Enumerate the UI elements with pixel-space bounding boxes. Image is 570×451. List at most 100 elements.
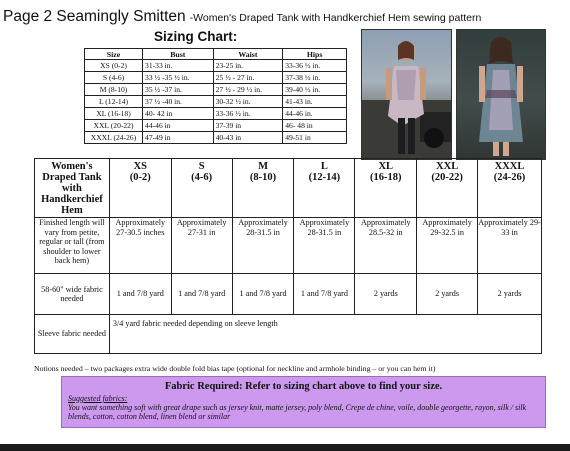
size-range: (4-6) [191, 172, 213, 183]
size-cell: XXXL (24-26) [83, 131, 144, 144]
size-range: (0-2) [129, 172, 151, 183]
size-cell: L (12-14) [83, 95, 144, 108]
sizing-header-size: Size [83, 48, 144, 60]
size-name: M [258, 161, 268, 172]
bottom-bar [0, 444, 570, 451]
size-column-header: XS (0-2) [108, 158, 172, 218]
size-column-header: S (4-6) [170, 158, 233, 218]
bust-cell: 44-46 in [142, 119, 214, 132]
length-cell: Approximately 28-31.5 in [231, 217, 295, 274]
waist-cell: 25 ½ - 27 in. [212, 71, 284, 84]
waist-cell: 30-32 ½ in. [212, 95, 284, 108]
size-name: XXXL [494, 161, 525, 172]
bust-cell: 35 ½ -37 in. [142, 83, 214, 96]
sleeve-row-label: Sleeve fabric needed [34, 314, 110, 354]
waist-cell: 27 ½ - 29 ½ in. [212, 83, 284, 96]
length-row-label: Finished length will vary from petite, r… [34, 217, 110, 274]
table-row: Sleeve fabric needed 3/4 yard fabric nee… [34, 314, 543, 354]
table-row: 58-60" wide fabric needed 1 and 7/8 yard… [34, 273, 542, 315]
hips-cell: 39-40 ½ in. [282, 83, 347, 96]
size-name: XL [378, 161, 394, 172]
table-row: XL (16-18) 40- 42 in 33-36 ½ in. 44-46 i… [83, 107, 347, 120]
suggested-fabrics-text: You want something soft with great drape… [68, 403, 527, 421]
model-photo-side [456, 29, 546, 160]
length-cell: Approximately 27-30.5 inches [108, 217, 172, 274]
size-column-header: L (12-14) [293, 158, 356, 218]
bust-cell: 47-49 in [142, 131, 214, 144]
sizing-chart-table: Size Bust Waist Hips XS (0-2) 31-33 in. … [83, 48, 347, 144]
size-range: (24-26) [493, 172, 526, 183]
size-name: S [198, 161, 205, 172]
table-row: S (4-6) 33 ½ -35 ½ in. 25 ½ - 27 in. 37-… [83, 71, 347, 84]
size-name: XS [133, 161, 147, 172]
waist-cell: 33-36 ½ in. [212, 107, 284, 120]
size-cell: XL (16-18) [83, 107, 144, 120]
size-column-header: XXL (20-22) [416, 158, 479, 218]
table-row: Finished length will vary from petite, r… [34, 217, 542, 274]
size-range: (20-22) [431, 172, 463, 183]
fabric-cell: 2 yards [416, 273, 479, 315]
fabric-cell: 1 and 7/8 yard [231, 273, 295, 315]
hips-cell: 37-38 ½ in. [282, 71, 347, 84]
fabric-row-label: 58-60" wide fabric needed [34, 273, 110, 315]
length-cell: Approximately 29-32.5 in [416, 217, 479, 274]
length-cell: Approximately 29-33 in [477, 217, 542, 274]
fabric-required-box: Fabric Required: Refer to sizing chart a… [61, 376, 546, 428]
size-name: XXL [436, 161, 459, 172]
fabric-cell: 2 yards [477, 273, 542, 315]
table-row: XXXL (24-26) 47-49 in 40-43 in 49-51 in [83, 131, 347, 144]
sizing-chart-header-row: Size Bust Waist Hips [83, 48, 347, 60]
model-figure-side [457, 30, 545, 159]
page-title: Page 2 Seamingly Smitten [3, 8, 186, 25]
bust-cell: 37 ½ -40 in. [142, 95, 214, 108]
page-header: Page 2 Seamingly Smitten -Women's Draped … [3, 8, 481, 26]
size-cell: S (4-6) [83, 71, 144, 84]
model-photo-front [361, 29, 452, 160]
length-cell: Approximately 27-31 in [170, 217, 233, 274]
fabric-cell: 1 and 7/8 yard [170, 273, 233, 315]
bust-cell: 31-33 in. [142, 59, 214, 72]
bust-cell: 33 ½ -35 ½ in. [142, 71, 214, 84]
hips-cell: 33-36 ½ in. [282, 59, 347, 72]
size-column-header: XXXL (24-26) [477, 158, 542, 218]
hips-cell: 41-43 in. [282, 95, 347, 108]
fabric-cell: 1 and 7/8 yard [293, 273, 356, 315]
sleeve-cell: 3/4 yard fabric needed depending on slee… [108, 314, 543, 354]
table-row: XS (0-2) 31-33 in. 23-25 in. 33-36 ½ in. [83, 59, 347, 72]
fabric-required-title: Fabric Required: Refer to sizing chart a… [164, 381, 443, 392]
size-column-header: M (8-10) [231, 158, 295, 218]
sizing-chart-title: Sizing Chart: [154, 29, 238, 44]
length-cell: Approximately 28.5-32 in [354, 217, 418, 274]
sizing-header-waist: Waist [212, 48, 284, 60]
yardage-header-row: Women's Draped Tank with Handkerchief He… [34, 158, 542, 218]
model-figure-front [362, 41, 451, 159]
size-name: L [320, 161, 328, 172]
size-cell: M (8-10) [83, 83, 144, 96]
page-subtitle: -Women's Draped Tank with Handkerchief H… [189, 12, 482, 24]
fabric-cell: 2 yards [354, 273, 418, 315]
notions-text: Notions needed – two packages extra wide… [34, 364, 436, 373]
suggested-fabrics-label: Suggested fabrics: [68, 394, 128, 403]
table-row: L (12-14) 37 ½ -40 in. 30-32 ½ in. 41-43… [83, 95, 347, 108]
table-row: M (8-10) 35 ½ -37 in. 27 ½ - 29 ½ in. 39… [83, 83, 347, 96]
size-range: (12-14) [308, 172, 341, 183]
table-row: XXL (20-22) 44-46 in 37-39 in 46- 48 in [83, 119, 347, 132]
length-cell: Approximately 28-31.5 in [293, 217, 356, 274]
hips-cell: 46- 48 in [282, 119, 347, 132]
bust-cell: 40- 42 in [142, 107, 214, 120]
waist-cell: 23-25 in. [212, 59, 284, 72]
size-cell: XS (0-2) [83, 59, 144, 72]
size-cell: XXL (20-22) [83, 119, 144, 132]
hips-cell: 49-51 in [282, 131, 347, 144]
waist-cell: 40-43 in [212, 131, 284, 144]
yardage-table: Women's Draped Tank with Handkerchief He… [34, 158, 543, 354]
waist-cell: 37-39 in [212, 119, 284, 132]
sizing-header-bust: Bust [142, 48, 214, 60]
sizing-header-hips: Hips [282, 48, 347, 60]
fabric-cell: 1 and 7/8 yard [108, 273, 172, 315]
size-column-header: XL (16-18) [354, 158, 418, 218]
size-range: (16-18) [370, 172, 402, 183]
hips-cell: 44-46 in. [282, 107, 347, 120]
size-range: (8-10) [249, 172, 277, 183]
garment-name-header: Women's Draped Tank with Handkerchief He… [34, 158, 110, 218]
